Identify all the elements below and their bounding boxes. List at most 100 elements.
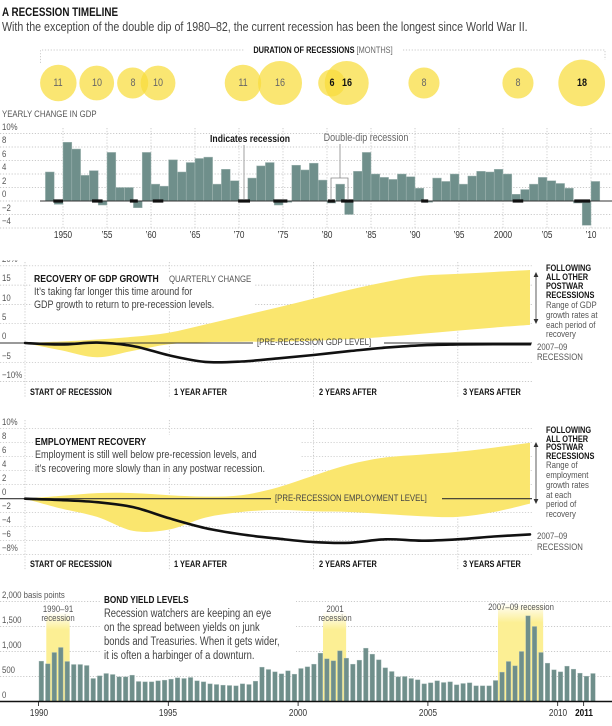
- recession-highlight-label: 2007–09 recession: [487, 602, 554, 614]
- recession-marker: [92, 199, 103, 203]
- bond-bar: [454, 684, 460, 702]
- bond-bar: [499, 671, 505, 702]
- bond-bar: [506, 661, 512, 702]
- gdp-yearly-x-tick-label: 1950: [53, 230, 73, 241]
- gdp-bar: [441, 181, 451, 202]
- bond-bar: [188, 677, 194, 702]
- bond-bar: [136, 681, 142, 702]
- gdp-recovery-y-tick-label: 5: [2, 311, 7, 323]
- employment-legend-line-label: 2007–09: [537, 531, 568, 543]
- gdp-recovery-2007-09-recession-line: [23, 341, 532, 364]
- bond-x-tick-label: 2011: [574, 707, 593, 719]
- duration-bubble: [40, 64, 77, 102]
- bond-bar: [97, 675, 103, 702]
- employment-legend-line-label: RECESSION: [537, 542, 583, 554]
- bond-bar: [337, 650, 343, 702]
- arrow-down-icon: [533, 319, 539, 324]
- recession-highlight-label: 1990–91: [42, 604, 74, 616]
- gdp-bar: [317, 179, 328, 202]
- employment-legend-title-line: POSTWAR: [546, 442, 584, 452]
- gdp-recovery-postwar-range-band: [25, 270, 530, 358]
- bond-bar: [194, 680, 200, 702]
- recession-highlight-label: recession: [317, 613, 352, 625]
- employment-y-tick-label: −2: [2, 500, 11, 512]
- employment-y-tick-label: 2: [2, 472, 7, 484]
- gdp-recovery-y-tick-label: 0: [2, 331, 7, 343]
- gdp-recovery-x-tick-label: 1 YEAR AFTER: [174, 387, 228, 397]
- employment-legend-text-line: growth rates: [546, 480, 589, 492]
- bond-bar: [564, 665, 570, 702]
- gdp-bar: [80, 175, 90, 202]
- bond-bar: [395, 676, 401, 702]
- gdp-bar: [546, 180, 557, 202]
- bond-bar: [116, 676, 122, 702]
- bond-description-line: Recession watchers are keeping an eye: [104, 608, 272, 621]
- gdp-bar: [502, 173, 513, 202]
- gdp-bar: [212, 183, 222, 202]
- gdp-bar: [432, 177, 442, 202]
- duration-bubble-label: 18: [576, 76, 587, 89]
- employment-description-line: it’s recovering more slowly than in any …: [35, 463, 265, 475]
- pre-recession-gdp-level-label: [PRE-RECESSION GDP LEVEL]: [257, 336, 372, 348]
- gdp-recovery-title: RECOVERY OF GDP GROWTH: [34, 272, 159, 285]
- bond-bar: [110, 674, 116, 702]
- duration-bubble-label: 11: [238, 76, 248, 89]
- gdp-legend-text-line: each period of: [546, 320, 596, 332]
- durations-heading: DURATION OF RECESSIONS [MONTHS]: [253, 45, 392, 55]
- gdp-recovery-description-panel: [32, 272, 254, 311]
- duration-bubble: [79, 65, 115, 101]
- employment-description-line: Employment is still well below pre-reces…: [35, 449, 257, 461]
- bond-x-tick-label: 2005: [418, 707, 438, 719]
- gdp-yearly-x-tick-label: ’05: [541, 230, 553, 241]
- recession-highlight-label: recession: [41, 613, 75, 625]
- bond-bar: [545, 662, 551, 702]
- bond-bar: [175, 677, 181, 702]
- bond-bar: [123, 676, 129, 702]
- employment-legend-title-line: ALL OTHER: [546, 433, 589, 444]
- bond-bar: [304, 666, 310, 702]
- gdp-bar: [361, 152, 372, 202]
- bond-bar: [233, 685, 239, 702]
- arrow-down-icon: [533, 499, 539, 504]
- bond-bar: [408, 678, 414, 702]
- gdp-yearly-x-tick-label: ’70: [233, 230, 245, 241]
- bond-x-tick-label: 2010: [548, 707, 567, 719]
- bond-bar: [311, 663, 317, 702]
- gdp-bar: [529, 183, 539, 202]
- employment-y-tick-label: −4: [2, 514, 11, 526]
- duration-bubble-label: 8: [130, 76, 136, 89]
- duration-bubble-label: 10: [153, 76, 164, 89]
- page-title: A RECESSION TIMELINE: [2, 5, 119, 19]
- recession-marker: [574, 199, 591, 203]
- bond-bar: [84, 665, 90, 702]
- bond-description-panel: [101, 592, 296, 662]
- gdp-legend-text-line: recovery: [546, 329, 576, 341]
- bond-bar: [38, 660, 44, 702]
- gdp-recovery-y-tick-label: 15: [2, 273, 11, 285]
- bond-description-line: bonds and Treasuries. When it gets wider…: [104, 636, 280, 649]
- duration-bubble: [324, 61, 369, 105]
- bond-x-tick-label: 1990: [29, 707, 48, 719]
- bond-y-tick-label: 1,000: [2, 639, 22, 651]
- employment-description-panel: [33, 435, 301, 476]
- gdp-bar: [520, 189, 530, 202]
- bond-bar: [291, 673, 297, 702]
- bond-bar: [259, 666, 265, 702]
- gdp-legend-title-line: ALL OTHER: [546, 271, 589, 282]
- gdp-yearly-x-tick-label: ’80: [321, 230, 333, 241]
- gdp-bar: [62, 142, 73, 202]
- duration-bubble-label: 16: [341, 76, 352, 89]
- gdp-bar: [194, 158, 205, 202]
- gdp-recovery-x-tick-label: 2 YEARS AFTER: [318, 387, 377, 397]
- gdp-recovery-description-line: GDP growth to return to pre-recession le…: [34, 299, 215, 311]
- gdp-yearly-y-tick-label: 10%: [2, 121, 18, 133]
- duration-bubble-label: 8: [421, 76, 427, 89]
- bond-bar: [142, 681, 148, 702]
- indicates-recession-label: Indicates recession: [210, 132, 290, 145]
- bond-bar: [246, 684, 252, 702]
- bond-bar: [51, 652, 57, 702]
- gdp-recovery-y-tick-label: −10%: [2, 369, 23, 381]
- employment-y-tick-label: 0: [2, 486, 7, 498]
- bond-bar: [350, 663, 356, 702]
- arrow-up-icon: [533, 442, 539, 447]
